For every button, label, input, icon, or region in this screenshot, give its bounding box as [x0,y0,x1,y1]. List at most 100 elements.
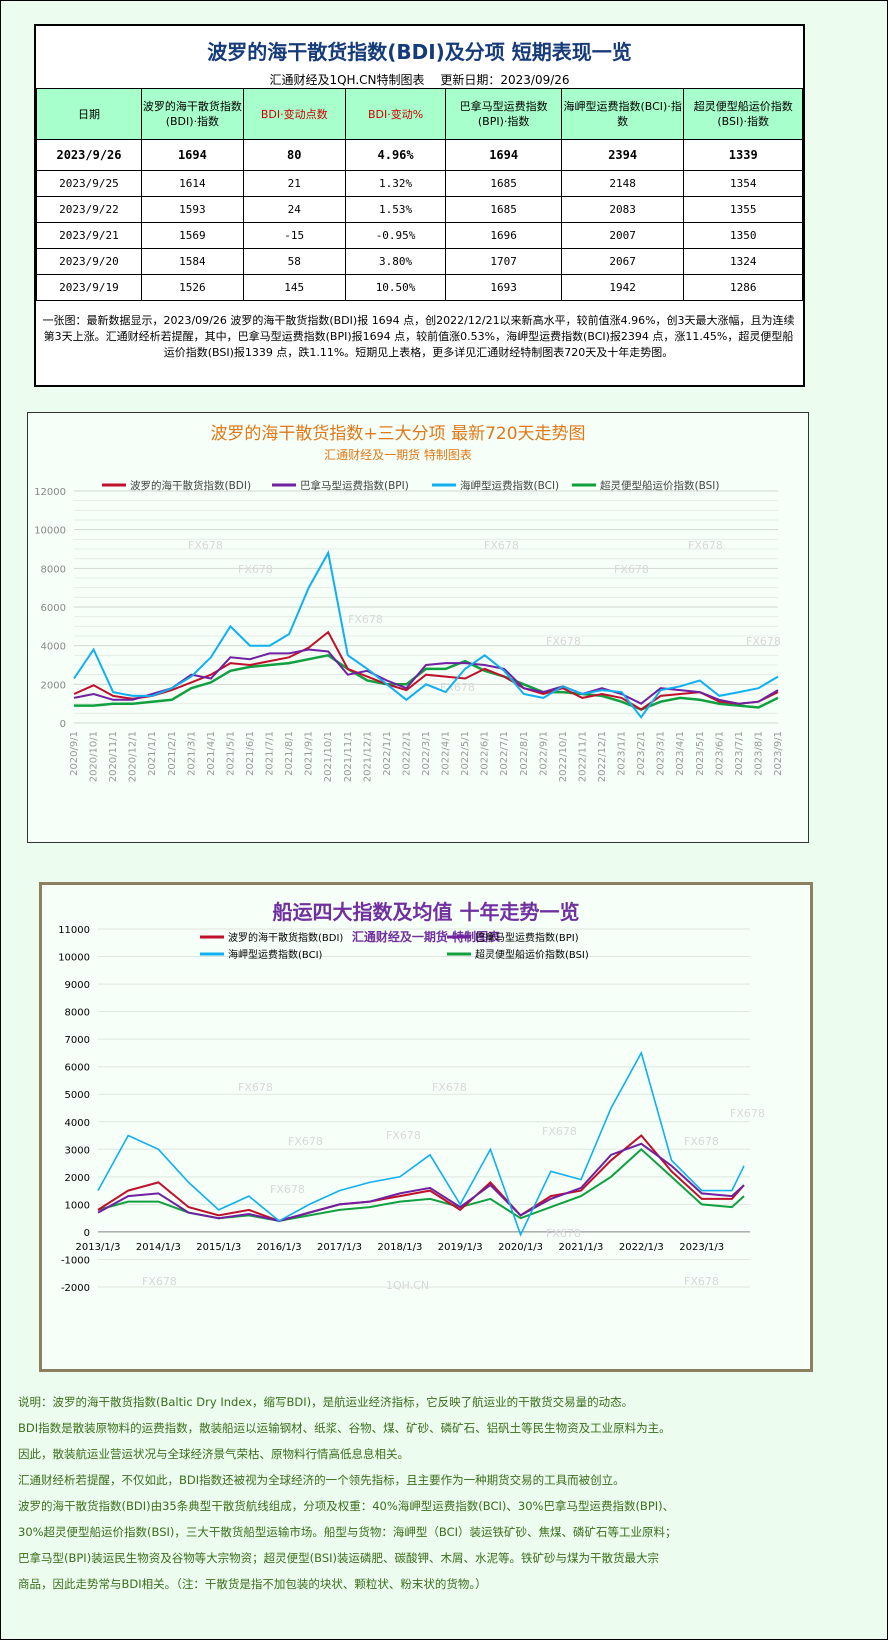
table-row: 2023/9/25 1614 21 1.32% 1685 2148 1354 [36,170,803,197]
x-tick-label: 2022/9/1 [538,731,549,776]
chart1-subtitle: 汇通财经及一期货 特制图表 [324,447,472,462]
cell-bci: 2067 [560,248,685,275]
chart-ten-year: 船运四大指数及均值 十年走势一览 汇通财经及一期货 特制图表 -2000 -100… [39,882,813,1372]
chart-720-days: 波罗的海干散货指数+三大分项 最新720天走势图 汇通财经及一期货 特制图表 0… [27,412,809,843]
table-row: 2023/9/21 1569 -15 -0.95% 1696 2007 1350 [36,222,803,249]
table-body: 2023/9/26 1694 80 4.96% 1694 2394 1339 2023/9/2… [36,139,803,301]
chart-ten-year-svg: 船运四大指数及均值 十年走势一览 汇通财经及一期货 特制图表 -2000 -100… [58,900,765,1294]
y-tick-label: 1000 [65,1200,90,1211]
cell-date: 2023/9/22 [36,196,142,223]
series-line-bpi [97,1142,745,1222]
watermark: FX678 [348,613,383,626]
cell-date: 2023/9/20 [36,248,142,275]
y-tick-label: 5000 [65,1090,90,1101]
x-tick-label: 2022/11/1 [577,731,588,782]
legend-label: 海岬型运费指数(BCI) [460,479,559,492]
series-line-bpi [73,648,779,705]
x-tick-label: 2021/1/1 [147,731,158,776]
x-tick-label: 2023/6/1 [714,731,725,776]
watermark: FX678 [288,1135,323,1148]
cell-date: 2023/9/19 [36,274,142,301]
note-line: 波罗的海干散货指数(BDI)由35条典型干散货航线组成，分项及权重：40%海岬型… [18,1499,675,1513]
x-tick-label: 2015/1/3 [196,1242,241,1253]
y-tick-label: 4000 [65,1118,90,1129]
x-tick-label: 2021/1/3 [559,1242,604,1253]
cell-bdi-change: 24 [242,196,346,223]
cell-bdi: 1593 [140,196,244,223]
table-row: 2023/9/19 1526 145 10.50% 1693 1942 1286 [36,274,803,301]
x-tick-label: 2022/12/1 [597,731,608,782]
series-line-bci [73,550,779,719]
watermark: 1QH.CN [386,1279,429,1292]
x-tick-label: 2014/1/3 [136,1242,181,1253]
x-tick-label: 2022/6/1 [480,731,491,776]
x-tick-label: 2022/1/1 [382,731,393,776]
x-tick-label: 2021/6/1 [245,731,256,776]
cell-bpi: 1694 [445,139,562,171]
table-source: 汇通财经及1QH.CN特制图表 [269,73,425,87]
watermark: FX678 [440,681,475,694]
x-tick-label: 2023/2/1 [636,731,647,776]
series-line-bsi [97,1147,745,1222]
table-row: 2023/9/22 1593 24 1.53% 1685 2083 1355 [36,196,803,223]
x-tick-label: 2021/8/1 [284,731,295,776]
cell-bdi-change-pct: 1.53% [344,196,447,223]
watermark: FX678 [684,1135,719,1148]
cell-bsi: 1355 [683,196,803,223]
cell-bci: 2083 [560,196,685,223]
summary-table-panel: 波罗的海干散货指数(BDI)及分项 短期表现一览 汇通财经及1QH.CN特制图表… [34,24,805,387]
bdi-table: 日期 波罗的海干散货指数(BDI)·指数 BDI·变动点数 BDI·变动% 巴拿… [36,88,803,301]
header-bsi: 超灵便型船运价指数(BSI)·指数 [683,88,803,140]
cell-bdi-change-pct: 4.96% [344,139,447,171]
cell-bdi-change-pct: 1.32% [344,170,447,197]
x-tick-label: 2021/7/1 [265,731,276,776]
y-tick-label: 2000 [65,1173,90,1184]
y-tick-label: 6000 [41,603,66,614]
x-tick-label: 2020/11/1 [108,731,119,782]
series-line-bsi [74,653,779,711]
chart2-subtitle: 汇通财经及一期货 特制图表 [352,929,501,944]
watermark: FX678 [238,563,273,576]
x-tick-label: 2020/1/3 [498,1242,543,1253]
cell-date: 2023/9/26 [36,139,142,171]
x-tick-label: 2016/1/3 [257,1242,302,1253]
cell-bdi-change: 145 [242,274,346,301]
watermark: FX678 [432,1081,467,1094]
y-tick-label: 2000 [41,680,66,691]
header-bci: 海岬型运费指数(BCI)·指数 [560,88,685,140]
x-tick-label: 2023/1/1 [617,731,628,776]
header-bpi: 巴拿马型运费指数(BPI)·指数 [445,88,562,140]
watermark: FX678 [542,1125,577,1138]
x-tick-label: 2021/12/1 [362,731,373,782]
x-tick-label: 2023/7/1 [734,731,745,776]
x-tick-label: 2022/8/1 [519,731,530,776]
watermark: FX678 [614,563,649,576]
x-tick-label: 2023/1/3 [679,1242,724,1253]
cell-bsi: 1339 [683,139,803,171]
legend-label: 巴拿马型运费指数(BPI) [300,479,409,492]
chart-720-days-svg: 波罗的海干散货指数+三大分项 最新720天走势图 汇通财经及一期货 特制图表 0… [34,424,784,782]
x-tick-label: 2017/1/3 [317,1242,362,1253]
x-tick-label: 2023/5/1 [695,731,706,776]
cell-bci: 1942 [560,274,685,301]
note-line: 30%超灵便型船运价指数(BSI)，三大干散货船型运输市场。船型与货物：海岬型（… [18,1525,677,1539]
x-tick-label: 2021/11/1 [343,731,354,782]
x-tick-label: 2021/9/1 [304,731,315,776]
legend-label: 波罗的海干散货指数(BDI) [228,931,343,944]
x-tick-label: 2022/5/1 [460,731,471,776]
cell-bci: 2148 [560,170,685,197]
y-tick-label: 11000 [58,925,90,936]
table-summary: 一张图：最新数据显示，2023/09/26 波罗的海干散货指数(BDI)报 16… [42,314,795,359]
y-tick-label: -2000 [61,1283,90,1294]
x-tick-label: 2022/7/1 [499,731,510,776]
y-tick-label: 12000 [34,487,66,498]
y-tick-label: 8000 [65,1008,90,1019]
cell-bsi: 1324 [683,248,803,275]
cell-bsi: 1354 [683,170,803,197]
x-tick-label: 2020/9/1 [69,731,80,776]
cell-bdi: 1694 [140,139,244,171]
x-tick-label: 2021/4/1 [206,731,217,776]
legend-label: 超灵便型船运价指数(BSI) [600,479,719,492]
note-line: 说明：波罗的海干散货指数(Baltic Dry Index，缩写BDI)，是航运… [18,1395,634,1409]
cell-date: 2023/9/25 [36,170,142,197]
